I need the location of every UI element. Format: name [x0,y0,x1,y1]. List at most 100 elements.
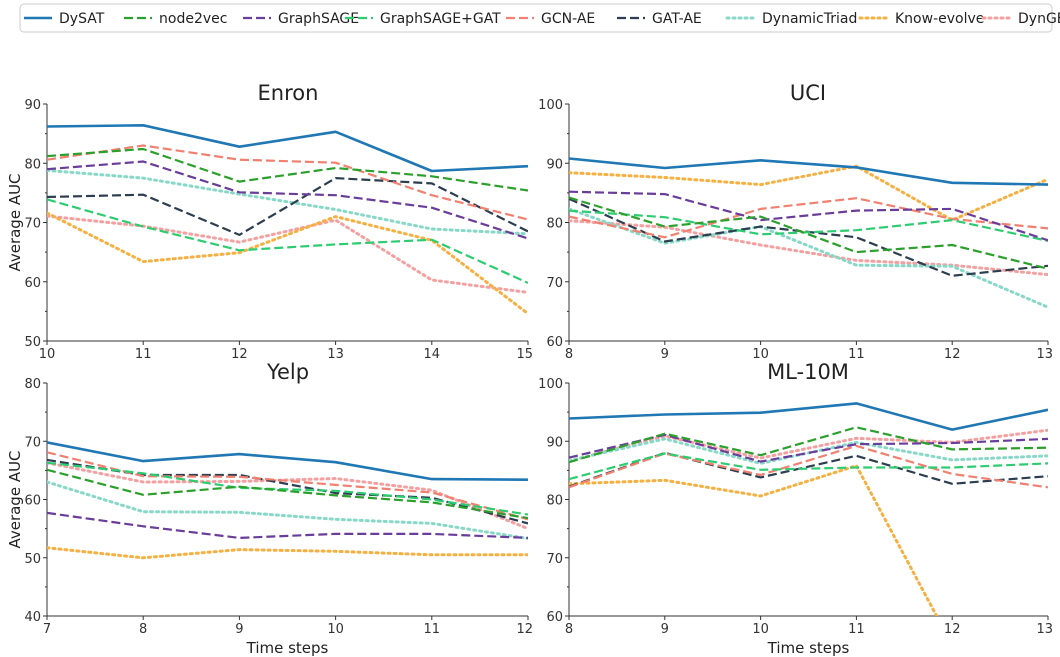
legend-label-graphsage: GraphSAGE [278,11,359,27]
series-line-dysat [47,124,528,173]
series-line-dynamictriad [569,437,1048,465]
x-tick-label: 11 [848,622,865,637]
x-tick-label: 12 [231,347,248,362]
x-tick-label: 8 [139,622,147,637]
legend-entry-gat-ae: GAT-AE [617,11,702,27]
series-line-gat-ae [47,458,528,525]
series-line-know-evolve [47,211,528,316]
series-line-know-evolve [569,464,939,616]
series-line-node2vec [569,196,1048,270]
series-line-gcn-ae [47,451,528,521]
legend-entry-dynamictriad: DynamicTriad [725,11,857,27]
y-tick-label: 60 [24,276,41,291]
series-line-dynamictriad [569,207,1048,309]
legend-entry-know-evolve: Know-evolve [858,11,984,27]
y-tick-label: 70 [546,552,563,567]
y-tick-label: 70 [24,217,41,232]
legend-entry-dyngem: DynGEM [981,11,1060,27]
series-line-dyngem [47,214,528,294]
y-tick-label: 60 [546,335,563,350]
x-tick-label: 9 [235,622,243,637]
y-tick-label: 60 [546,610,563,625]
series-line-graphsage [47,511,528,540]
series-line-node2vec [569,426,1048,464]
x-tick-label: 13 [327,347,344,362]
chart-title: Enron [258,81,319,105]
chart-title: Yelp [266,360,309,384]
x-tick-label: 9 [661,622,669,637]
series-line-graphsage-gat [569,452,1048,481]
series-line-node2vec [47,147,528,192]
series-group [47,124,528,316]
x-tick-label: 15 [516,347,533,362]
y-tick-label: 50 [24,552,41,567]
x-axis-label: Time steps [767,639,850,657]
legend-label-node2vec: node2vec [159,11,227,27]
series-line-graphsage-gat [569,209,1048,242]
series-line-node2vec [47,468,528,520]
y-tick-label: 80 [24,157,41,172]
series-line-dysat [47,441,528,481]
series-line-graphsage [569,190,1048,242]
x-axis-label: Time steps [246,639,329,657]
y-tick-label: 50 [24,335,41,350]
x-tick-label: 12 [516,622,533,637]
x-tick-label: 11 [135,347,152,362]
series-line-dyngem [569,428,1048,463]
x-tick-label: 12 [944,622,961,637]
x-tick-label: 11 [424,622,441,637]
chart-yelp: 40 50 60 70 80 7 8 9 10 11 12 Yelp Average AUC Time s… [6,360,533,657]
y-tick-label: 40 [24,610,41,625]
x-tick-label: 10 [39,347,56,362]
x-tick-label: 11 [848,347,865,362]
x-tick-label: 7 [43,622,51,637]
legend-entry-graphsage-gat: GraphSAGE+GAT [345,11,501,27]
chart-ml-10m: 60 70 80 90 100 8 9 10 11 12 13 ML-10M Time steps [538,360,1053,657]
chart-enron: 50 60 70 80 90 10 11 12 13 14 15 Enron Average AUC [6,81,533,362]
x-tick-label: 8 [565,622,573,637]
chart-title: ML-10M [767,360,849,384]
series-line-dysat [569,402,1048,431]
legend-label-dysat: DySAT [59,11,105,27]
y-tick-label: 80 [546,494,563,509]
x-tick-label: 9 [661,347,669,362]
series-line-know-evolve [47,546,528,560]
series-line-gat-ae [47,177,528,236]
series-group [569,402,1048,616]
series-line-gcn-ae [47,144,528,221]
series-line-graphsage [47,160,528,240]
legend-entry-node2vec: node2vec [124,11,227,27]
series-line-dyngem [569,219,1048,277]
x-tick-label: 14 [424,347,441,362]
legend-label-dynamictriad: DynamicTriad [762,11,857,27]
y-tick-label: 90 [546,157,563,172]
series-line-graphsage-gat [47,198,528,284]
legend-entry-dysat: DySAT [24,11,105,27]
legend-label-gat-ae: GAT-AE [652,11,702,27]
series-group [569,157,1048,309]
x-tick-label: 10 [752,622,769,637]
legend-label-know-evolve: Know-evolve [895,11,984,27]
series-line-gcn-ae [569,444,1048,489]
y-tick-label: 80 [546,217,563,232]
series-group [47,441,528,560]
y-tick-label: 60 [24,494,41,509]
series-line-gcn-ae [569,197,1048,239]
legend-entry-gcn-ae: GCN-AE [506,11,595,27]
x-tick-label: 13 [1036,622,1053,637]
series-line-dynamictriad [47,168,528,236]
legend-entry-graphsage: GraphSAGE [243,11,359,27]
x-tick-label: 13 [1036,347,1053,362]
y-tick-label: 90 [546,435,563,450]
x-tick-label: 8 [565,347,573,362]
y-tick-label: 70 [24,435,41,450]
y-axis-label: Average AUC [6,450,24,548]
series-line-dynamictriad [47,480,528,540]
series-line-dysat [569,157,1048,186]
y-axis-label: Average AUC [6,173,24,271]
y-tick-label: 100 [538,377,563,392]
series-line-dyngem [47,461,528,531]
legend-label-gcn-ae: GCN-AE [541,11,595,27]
